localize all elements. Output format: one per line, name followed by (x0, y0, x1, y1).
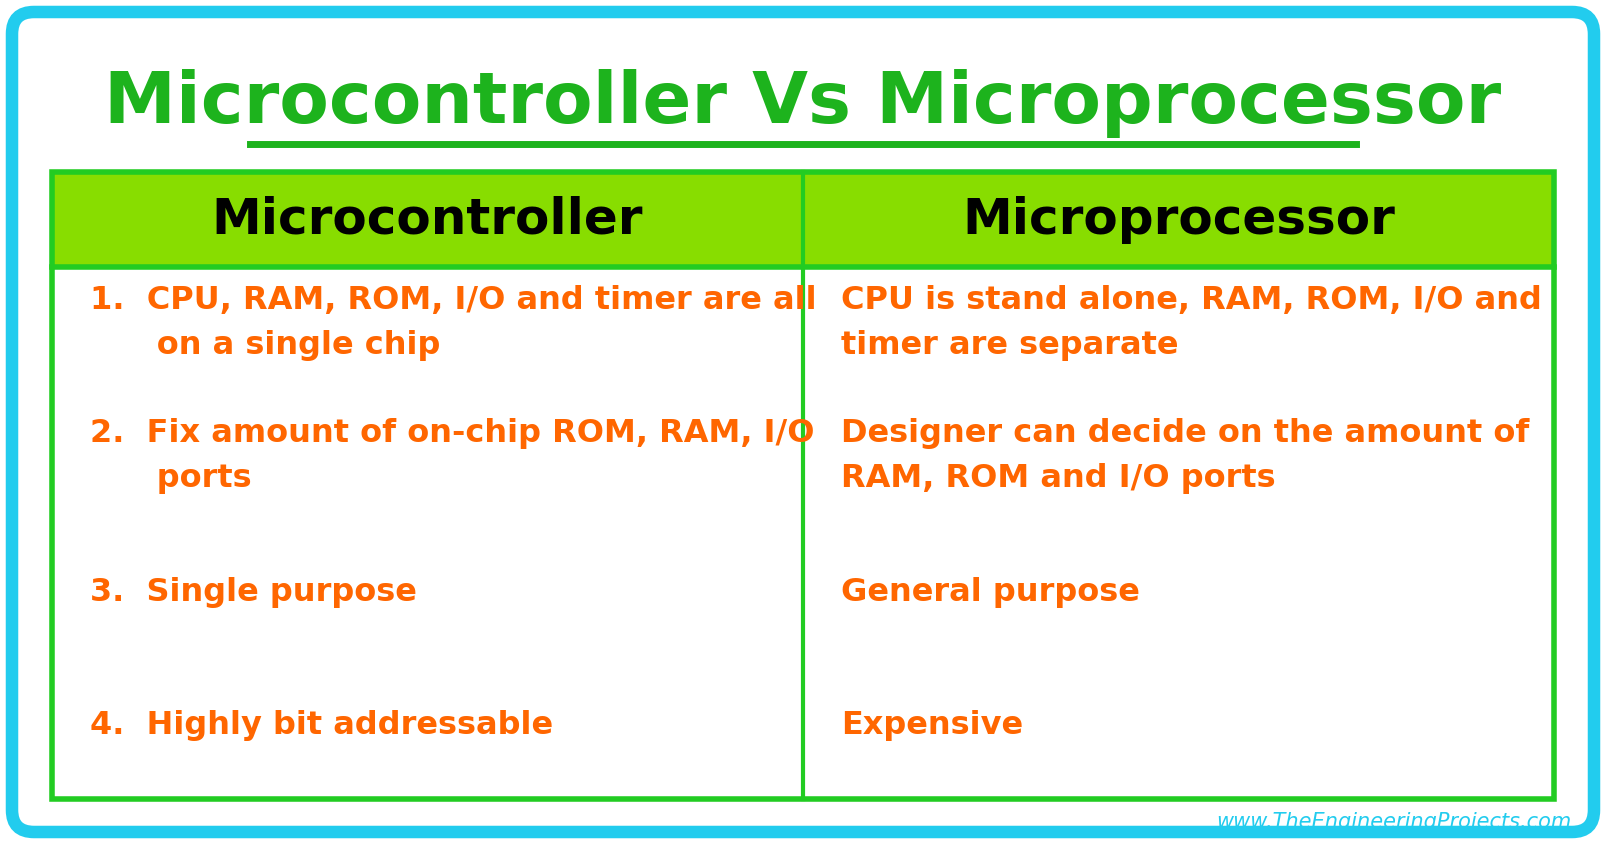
FancyBboxPatch shape (11, 12, 1594, 832)
Text: CPU is stand alone, RAM, ROM, I/O and
timer are separate: CPU is stand alone, RAM, ROM, I/O and ti… (841, 284, 1541, 361)
Text: 2.  Fix amount of on-chip ROM, RAM, I/O
      ports: 2. Fix amount of on-chip ROM, RAM, I/O p… (90, 418, 814, 494)
Text: 4.  Highly bit addressable: 4. Highly bit addressable (90, 711, 552, 741)
Text: Designer can decide on the amount of
RAM, ROM and I/O ports: Designer can decide on the amount of RAM… (841, 418, 1528, 494)
Text: Microcontroller Vs Microprocessor: Microcontroller Vs Microprocessor (104, 69, 1501, 138)
Text: Expensive: Expensive (841, 711, 1022, 741)
Text: 1.  CPU, RAM, ROM, I/O and timer are all
      on a single chip: 1. CPU, RAM, ROM, I/O and timer are all … (90, 284, 815, 361)
Text: Microcontroller: Microcontroller (212, 196, 644, 244)
Text: Microprocessor: Microprocessor (961, 196, 1395, 244)
Text: www.TheEngineeringProjects.com: www.TheEngineeringProjects.com (1215, 812, 1570, 832)
Text: 3.  Single purpose: 3. Single purpose (90, 577, 417, 609)
Bar (51, 172, 1554, 799)
Bar (51, 172, 1554, 799)
Text: General purpose: General purpose (841, 577, 1140, 609)
Bar (51, 172, 1554, 267)
